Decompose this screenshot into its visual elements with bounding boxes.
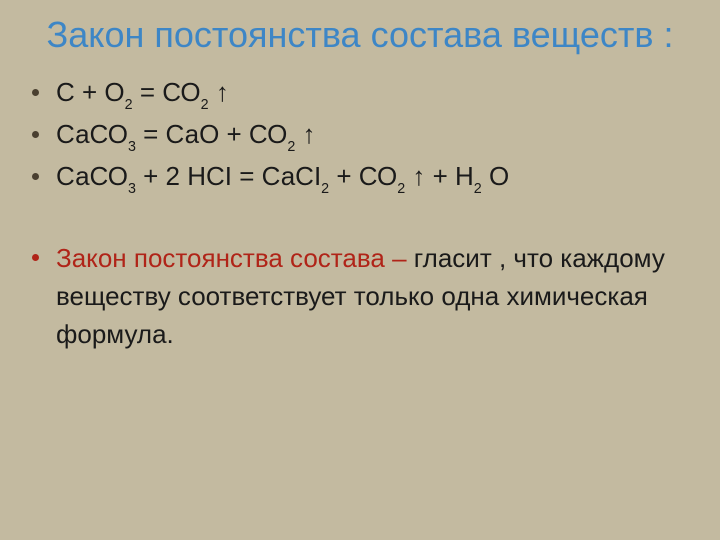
equation-text: С + О2 = СО2 ↑ <box>56 77 229 107</box>
bullet-icon <box>32 131 39 138</box>
slide-body: С + О2 = СО2 ↑ СаСО3 = СаО + СО2 ↑ СаСО3… <box>0 56 720 353</box>
bullet-list: С + О2 = СО2 ↑ СаСО3 = СаО + СО2 ↑ СаСО3… <box>22 74 698 353</box>
equation-item: СаСО3 + 2 НСI = СаСI2 + СО2 ↑ + Н2 О <box>22 158 698 198</box>
slide-title: Закон постоянства состава веществ : <box>0 0 720 56</box>
definition-item: Закон постоянства состава – гласит , что… <box>22 240 698 353</box>
bullet-icon <box>32 89 39 96</box>
bullet-icon <box>32 173 39 180</box>
spacer <box>22 200 698 238</box>
bullet-icon <box>32 254 39 261</box>
equation-item: С + О2 = СО2 ↑ <box>22 74 698 114</box>
definition-term: Закон постоянства состава – <box>56 243 414 273</box>
equation-item: СаСО3 = СаО + СО2 ↑ <box>22 116 698 156</box>
equation-text: СаСО3 + 2 НСI = СаСI2 + СО2 ↑ + Н2 О <box>56 161 509 191</box>
equation-text: СаСО3 = СаО + СО2 ↑ <box>56 119 316 149</box>
